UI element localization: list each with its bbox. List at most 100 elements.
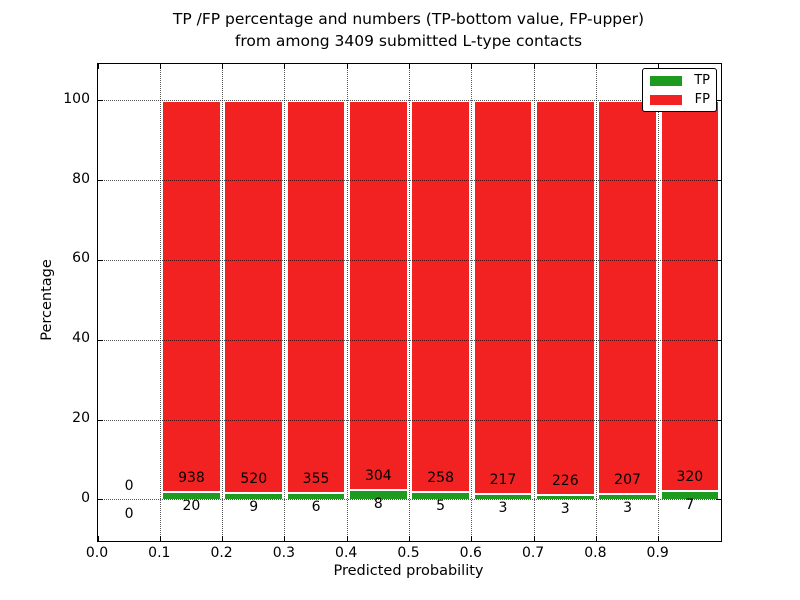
fp-count-label: 520	[240, 471, 268, 488]
grid-line-vertical	[533, 64, 535, 541]
legend-swatch-fp	[650, 94, 682, 105]
grid-line-vertical	[409, 64, 410, 541]
tp-count-label: 7	[685, 497, 695, 514]
y-tick-label: 60	[72, 250, 90, 267]
bar-segment-fp	[411, 100, 470, 493]
x-tick-label: 0.9	[646, 545, 669, 561]
y-tick-mark-right	[716, 419, 721, 421]
tp-count-label: 6	[311, 499, 321, 516]
y-tick-mark	[98, 339, 103, 341]
x-tick-label: 0.6	[459, 545, 482, 561]
tp-count-label: 9	[249, 499, 259, 516]
chart-title-line2: from among 3409 submitted L-type contact…	[234, 32, 583, 50]
fp-count-label: 207	[614, 472, 641, 489]
x-tick-label: 0.2	[210, 545, 233, 561]
grid-line-horizontal	[98, 100, 721, 102]
y-tick-label: 100	[63, 90, 90, 107]
grid-line-vertical	[222, 64, 224, 541]
y-tick-label: 20	[72, 410, 90, 427]
x-tick-mark-top	[533, 64, 535, 69]
fp-count-label: 355	[302, 471, 330, 488]
x-tick-label: 0.8	[584, 545, 607, 561]
y-tick-mark	[98, 419, 103, 421]
legend-label-tp: TP	[694, 73, 710, 88]
y-tick-mark	[98, 180, 103, 182]
y-tick-mark	[98, 499, 103, 501]
y-tick-mark-right	[716, 100, 721, 102]
grid-line-vertical	[346, 64, 348, 541]
x-axis-label: Predicted probability	[333, 563, 484, 579]
x-tick-mark	[159, 536, 161, 541]
grid-line-horizontal	[98, 259, 721, 261]
grid-line-horizontal	[98, 419, 721, 421]
y-tick-mark	[98, 100, 103, 102]
bar-segment-fp	[224, 100, 284, 494]
legend-swatch-tp	[650, 75, 682, 86]
chart-title: TP /FP percentage and numbers (TP-bottom…	[97, 8, 720, 52]
grid-line-vertical	[159, 64, 161, 541]
x-tick-label: 0.0	[85, 545, 109, 561]
grid-line-vertical	[595, 64, 597, 541]
bar-segment-fp	[286, 100, 346, 494]
y-tick-mark-right	[716, 339, 721, 341]
bar-segment-fp	[162, 100, 221, 492]
legend: TP FP	[642, 68, 717, 112]
tp-count-label: 3	[498, 500, 508, 517]
x-tick-mark	[97, 536, 99, 541]
tp-count-label: 0	[124, 505, 134, 522]
x-tick-mark	[471, 536, 473, 541]
x-tick-mark	[658, 536, 660, 541]
fp-count-label: 217	[489, 472, 517, 489]
x-tick-label: 0.3	[272, 545, 296, 561]
bar-segment-fp	[473, 100, 533, 495]
x-tick-mark	[346, 536, 348, 541]
x-tick-label: 0.5	[397, 545, 420, 561]
y-tick-label: 40	[72, 330, 90, 347]
y-tick-label: 0	[81, 489, 90, 506]
bar-segment-fp	[349, 100, 408, 490]
x-tick-mark-top	[658, 64, 660, 69]
x-tick-label: 0.7	[521, 545, 545, 561]
y-tick-mark-right	[716, 180, 721, 182]
x-tick-label: 0.1	[148, 545, 171, 561]
y-tick-mark-right	[716, 259, 721, 261]
legend-entry-fp: FP	[650, 93, 710, 106]
x-tick-mark	[284, 536, 286, 541]
x-tick-mark	[533, 536, 535, 541]
grid-line-horizontal	[98, 339, 721, 341]
bar-segment-fp	[535, 100, 595, 495]
x-tick-mark-top	[222, 64, 224, 69]
x-tick-mark-top	[471, 64, 473, 69]
fp-count-label: 304	[364, 467, 392, 484]
x-tick-mark-top	[409, 64, 410, 69]
x-tick-mark-top	[346, 64, 348, 69]
fp-count-label: 0	[124, 477, 134, 494]
chart-title-line1: TP /FP percentage and numbers (TP-bottom…	[172, 10, 645, 28]
bar-segment-tp	[162, 491, 221, 500]
legend-label-fp: FP	[694, 92, 710, 107]
y-axis-label: Percentage	[39, 259, 55, 341]
y-tick-mark	[98, 259, 103, 261]
grid-line-vertical	[471, 64, 473, 541]
legend-entry-tp: TP	[650, 74, 710, 87]
fp-count-label: 938	[178, 469, 205, 486]
fp-count-label: 258	[427, 470, 455, 487]
x-tick-mark-top	[97, 64, 99, 69]
bar-segment-fp	[598, 100, 657, 495]
fp-count-label: 320	[676, 469, 704, 486]
y-tick-mark-right	[716, 499, 721, 501]
plot-area: 0 0 938 20 520 9 355 6 304 8 258 5 217 3 226 3 207 3 320 7 T…	[97, 63, 722, 542]
tp-count-label: 5	[436, 498, 446, 515]
grid-line-vertical	[658, 64, 660, 541]
x-tick-mark-top	[595, 64, 597, 69]
bar-segment-tp	[473, 494, 533, 500]
x-tick-mark	[409, 536, 410, 541]
tp-count-label: 8	[373, 495, 383, 512]
bar-segment-tp	[535, 494, 595, 500]
fp-count-label: 226	[551, 472, 579, 489]
grid-line-vertical	[284, 64, 286, 541]
grid-line-horizontal	[98, 180, 721, 182]
bar-segment-fp	[660, 100, 720, 492]
x-tick-label: 0.4	[335, 545, 358, 561]
